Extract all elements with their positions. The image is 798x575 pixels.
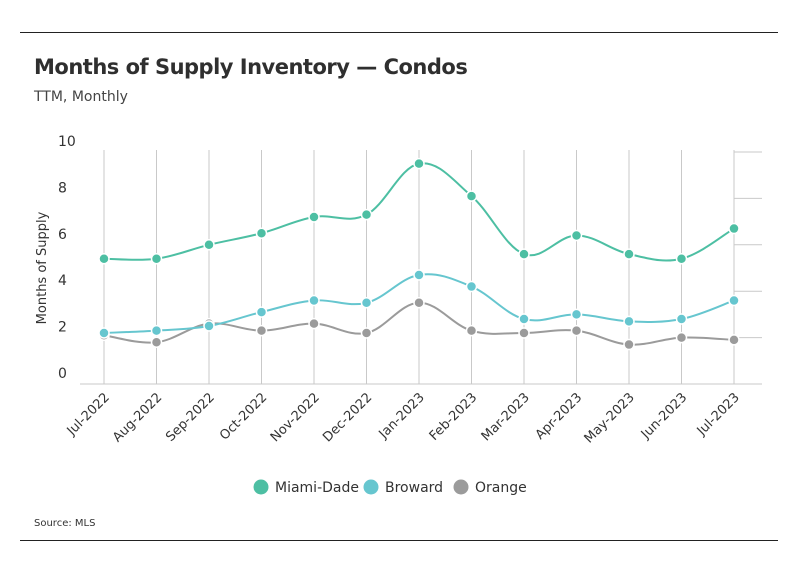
data-point-miami-dade [570, 229, 583, 242]
data-point-miami-dade [465, 190, 478, 202]
data-point-orange [308, 317, 320, 330]
data-point-orange [728, 334, 740, 346]
data-point-broward [413, 269, 425, 281]
data-point-broward [255, 306, 268, 318]
data-point-miami-dade [623, 248, 635, 260]
x-tick-label: Dec-2022 [320, 390, 375, 445]
legend-label-orange: Orange [475, 480, 527, 496]
top-rule [20, 32, 778, 33]
data-point-miami-dade [728, 222, 740, 235]
data-point-miami-dade [675, 252, 688, 265]
x-tick-label: Apr-2023 [533, 390, 586, 443]
legend: Miami-Dade Broward Orange [253, 479, 527, 496]
data-point-orange [623, 338, 635, 351]
data-point-orange [360, 327, 373, 339]
data-point-miami-dade [413, 157, 425, 170]
y-tick-label: 2 [58, 320, 67, 336]
x-tick-label: Jun-2023 [638, 390, 690, 442]
data-point-broward [360, 297, 373, 309]
data-point-broward [623, 315, 635, 328]
data-point-miami-dade [360, 208, 373, 221]
y-tick-label: 8 [58, 180, 67, 196]
legend-label-broward: Broward [385, 480, 443, 496]
x-tick-label: Aug-2022 [110, 390, 165, 445]
x-tick-label: Oct-2022 [217, 390, 270, 443]
data-point-orange [570, 324, 583, 337]
data-point-orange [255, 324, 268, 337]
legend-label-miami-dade: Miami-Dade [275, 480, 359, 496]
y-axis-ticks: 0 2 4 6 8 10 [58, 134, 76, 382]
data-point-miami-dade [518, 248, 530, 260]
x-tick-label: Jul-2023 [694, 390, 743, 439]
data-point-miami-dade [98, 252, 110, 265]
data-point-orange [675, 331, 688, 344]
data-point-broward [570, 308, 583, 321]
x-tick-label: May-2023 [582, 390, 638, 446]
x-tick-label: Jan-2023 [376, 390, 428, 442]
data-point-orange [465, 324, 478, 337]
y-axis-title: Months of Supply [35, 211, 50, 324]
y-tick-label: 6 [58, 227, 67, 243]
y-tick-label: 0 [58, 366, 67, 382]
chart-title: Months of Supply Inventory — Condos [34, 55, 468, 79]
grid-lines [80, 150, 762, 385]
data-point-miami-dade [255, 227, 268, 239]
data-point-broward [728, 294, 740, 307]
y-tick-label: 10 [58, 134, 76, 150]
x-tick-label: Nov-2022 [268, 390, 323, 445]
data-point-miami-dade [308, 211, 320, 223]
data-point-broward [203, 320, 215, 332]
legend-marker-miami-dade [253, 479, 269, 495]
data-point-miami-dade [150, 252, 163, 265]
x-tick-label: Sep-2022 [163, 390, 218, 445]
chart-subtitle: TTM, Monthly [34, 89, 128, 105]
data-point-broward [98, 327, 110, 339]
data-point-broward [675, 313, 688, 325]
legend-marker-orange [453, 479, 469, 495]
data-point-broward [308, 294, 320, 307]
data-point-broward [465, 280, 478, 293]
x-tick-label: Feb-2023 [427, 390, 481, 444]
x-tick-label: Mar-2023 [479, 390, 533, 444]
data-point-broward [518, 313, 530, 325]
legend-marker-broward [363, 479, 379, 495]
data-point-orange [518, 327, 530, 339]
data-point-orange [413, 297, 425, 309]
x-tick-label: Jul-2022 [64, 390, 113, 439]
data-point-broward [150, 324, 163, 337]
data-point-miami-dade [203, 239, 215, 251]
bottom-rule [20, 540, 778, 541]
data-point-orange [150, 336, 163, 348]
source-note: Source: MLS [34, 518, 96, 529]
series-points [98, 157, 740, 351]
y-tick-label: 4 [58, 273, 67, 289]
